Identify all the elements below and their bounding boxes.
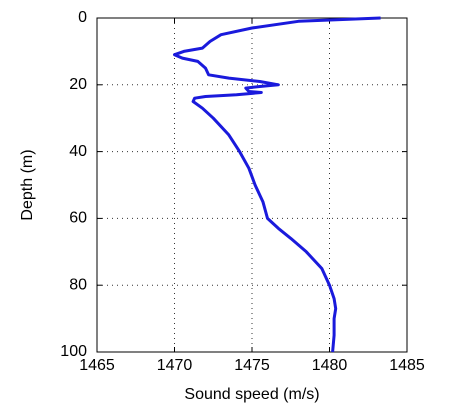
plot-frame (96, 17, 408, 353)
y-tick-label: 20 (69, 76, 87, 93)
x-tick-label: 1475 (234, 357, 270, 374)
profile-line (173, 16, 381, 353)
x-tick-label: 1480 (312, 357, 348, 374)
y-tick-label: 100 (60, 343, 87, 360)
x-tick-label: 1470 (157, 357, 193, 374)
y-tick-label: 0 (78, 9, 87, 26)
x-tick-label: 1465 (79, 357, 115, 374)
y-axis-label: Depth (m) (19, 149, 36, 220)
x-axis-label: Sound speed (m/s) (184, 386, 319, 403)
x-tick-label: 1485 (389, 357, 425, 374)
y-tick-label: 80 (69, 276, 87, 293)
y-tick-label: 60 (69, 210, 87, 227)
y-tick-label: 40 (69, 143, 87, 160)
